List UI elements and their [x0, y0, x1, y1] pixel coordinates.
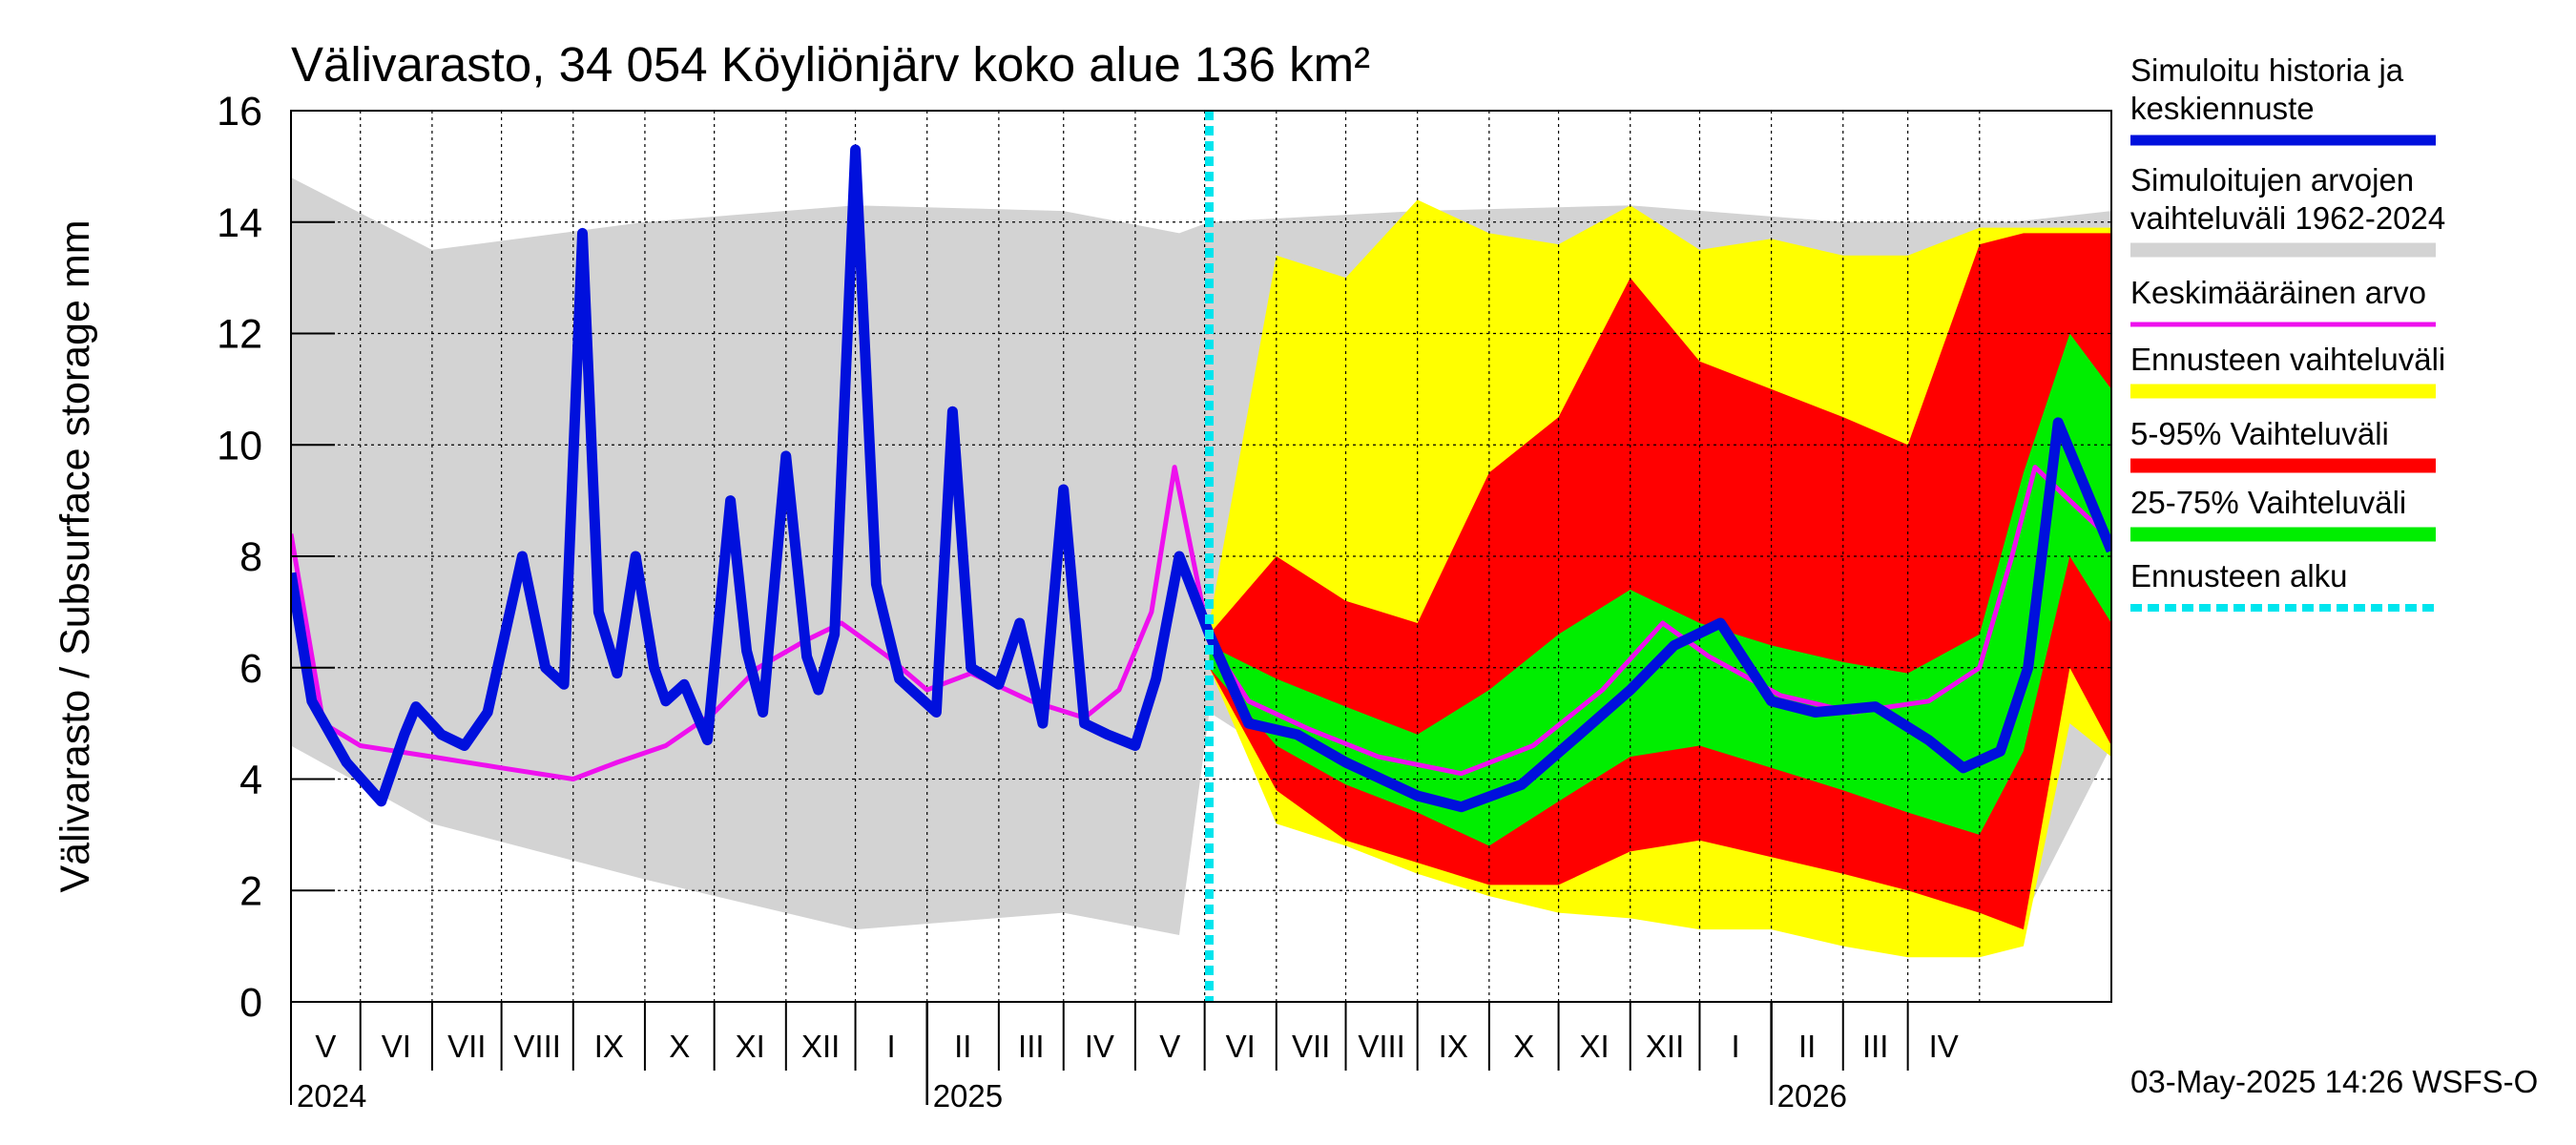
legend-label-0: Simuloitu historia ja keskiennuste — [2130, 52, 2404, 126]
y-tick-label-14: 14 — [217, 200, 262, 246]
month-label-17: X — [1513, 1029, 1534, 1064]
month-label-12: V — [1159, 1029, 1180, 1064]
y-tick-label-6: 6 — [239, 646, 262, 692]
month-label-5: X — [669, 1029, 690, 1064]
series-lines — [291, 111, 2111, 1002]
month-label-7: XII — [801, 1029, 840, 1064]
year-label-2025: 2025 — [933, 1078, 1003, 1114]
month-label-1: VI — [382, 1029, 411, 1064]
month-label-13: VI — [1226, 1029, 1256, 1064]
month-label-0: V — [315, 1029, 336, 1064]
legend-label-5: 25-75% Vaihteluväli — [2130, 485, 2406, 520]
legend-label-1: Simuloitujen arvojen vaihteluväli 1962-20… — [2130, 162, 2445, 236]
month-label-3: VIII — [513, 1029, 561, 1064]
y-tick-label-2: 2 — [239, 868, 262, 914]
month-label-10: III — [1018, 1029, 1045, 1064]
month-label-20: I — [1731, 1029, 1739, 1064]
legend-label-4: 5-95% Vaihteluväli — [2130, 416, 2389, 451]
x-axis: V VI VII VIII IX X XI XII I II III IV V VI VII VIII IX X X… — [290, 1002, 1959, 1114]
y-tick-label-8: 8 — [239, 534, 262, 580]
month-label-4: IX — [594, 1029, 624, 1064]
year-label-2024: 2024 — [297, 1078, 366, 1114]
month-label-21: II — [1798, 1029, 1816, 1064]
y-tick-label-12: 12 — [217, 312, 262, 358]
month-label-19: XII — [1646, 1029, 1684, 1064]
y-tick-label-4: 4 — [239, 758, 262, 803]
month-label-6: XI — [736, 1029, 765, 1064]
y-tick-label-10: 10 — [217, 423, 262, 468]
y-tick-label-0: 0 — [239, 980, 262, 1026]
month-label-14: VII — [1292, 1029, 1330, 1064]
legend: Simuloitu historia ja keskiennuste Simuloi… — [2130, 52, 2445, 612]
year-label-2026: 2026 — [1777, 1078, 1847, 1114]
timestamp-label: 03-May-2025 14:26 WSFS-O — [2130, 1064, 2538, 1099]
legend-label-6: Ennusteen alku — [2130, 558, 2348, 593]
y-axis-label: Välivarasto / Subsurface storage mm — [52, 219, 98, 892]
month-label-22: III — [1862, 1029, 1889, 1064]
y-axis: 0 2 4 6 8 10 12 14 16 — [217, 89, 335, 1026]
simulated-line — [291, 144, 2111, 813]
plot-area — [290, 110, 2112, 1003]
month-label-11: IV — [1085, 1029, 1114, 1064]
legend-label-3: Ennusteen vaihteluväli — [2130, 342, 2445, 377]
month-label-16: IX — [1439, 1029, 1468, 1064]
month-label-18: XI — [1580, 1029, 1610, 1064]
month-label-8: I — [887, 1029, 896, 1064]
month-label-15: VIII — [1358, 1029, 1405, 1064]
legend-label-2: Keskimääräinen arvo — [2130, 275, 2426, 310]
month-label-2: VII — [447, 1029, 486, 1064]
month-label-9: II — [954, 1029, 971, 1064]
grid-lines — [291, 111, 2111, 1002]
month-label-23: IV — [1929, 1029, 1959, 1064]
chart-title: Välivarasto, 34 054 Köyliönjärv koko alu… — [291, 37, 1370, 92]
y-tick-label-16: 16 — [217, 89, 262, 135]
